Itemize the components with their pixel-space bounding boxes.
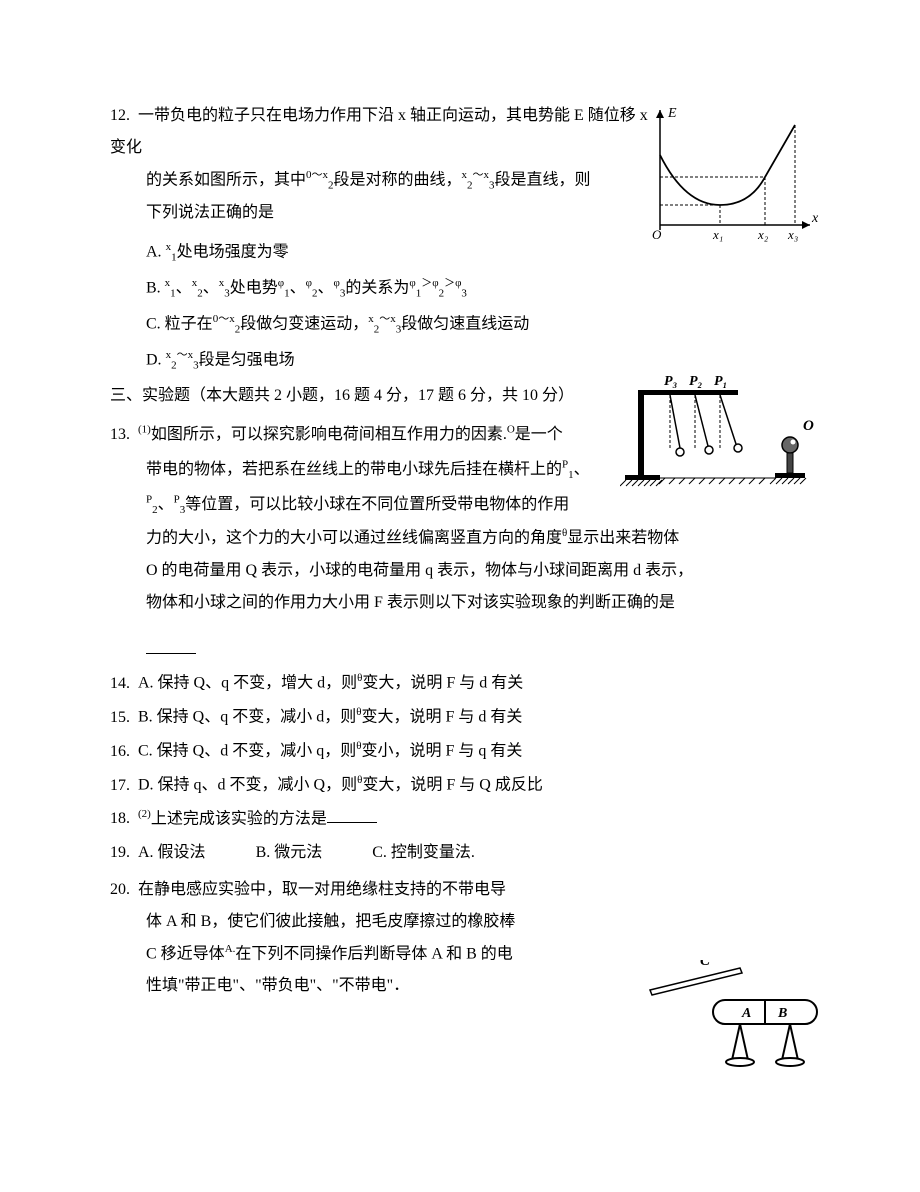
q19: 19. A. 假设法 B. 微元法 C. 控制变量法.	[110, 840, 820, 866]
svg-text:B: B	[777, 1006, 787, 1021]
q14: 14.A. 保持 Q、q 不变，增大 d，则θ变大，说明 F 与 d 有关	[110, 670, 820, 696]
q12-option-b: B. x1、x2、x3处电势φ1、φ2、φ3的关系为φ1＞φ2＞φ3	[110, 275, 820, 303]
q12-stem-l3: 下列说法正确的是	[146, 204, 274, 221]
svg-text:A: A	[741, 1006, 751, 1021]
q13-blank	[146, 640, 196, 654]
q19-option-c: C. 控制变量法.	[372, 840, 475, 866]
q12-num: 12.	[110, 100, 138, 132]
q19-option-b: B. 微元法	[256, 840, 323, 866]
q12-option-a: A. x1处电场强度为零	[110, 239, 820, 267]
q12-stem-l1: 一带负电的粒子只在电场力作用下沿 x 轴正向运动，其电势能 E 随位移 x 变化	[110, 107, 648, 156]
q15: 15.B. 保持 Q、q 不变，减小 d，则θ变大，说明 F 与 d 有关	[110, 704, 820, 730]
q20: 20.在静电感应实验中，取一对用绝缘柱支持的不带电导 体 A 和 B，使它们彼此…	[110, 874, 820, 1002]
q13-num: 13.	[110, 417, 138, 452]
q17: 17.D. 保持 q、d 不变，减小 Q，则θ变大，说明 F 与 Q 成反比	[110, 772, 820, 798]
q16: 16.C. 保持 Q、d 不变，减小 q，则θ变小，说明 F 与 q 有关	[110, 738, 820, 764]
q18-blank	[327, 809, 377, 823]
q12-option-c: C. 粒子在0～x2段做匀变速运动，x2～x3段做匀速直线运动	[110, 311, 820, 339]
q18: 18.(2)上述完成该实验的方法是	[110, 806, 820, 832]
q12-option-d: D. x2～x3段是匀强电场	[110, 347, 820, 375]
q19-option-a: A. 假设法	[138, 840, 206, 866]
q13: 13.(1)如图所示，可以探究影响电荷间相互作用力的因素.O是一个 带电的物体，…	[110, 417, 820, 663]
section3-title: 三、实验题（本大题共 2 小题，16 题 4 分，17 题 6 分，共 10 分…	[110, 383, 820, 409]
q12-stem-l2a: 的关系如图所示，其中	[146, 171, 306, 188]
q12: 12.一带负电的粒子只在电场力作用下沿 x 轴正向运动，其电势能 E 随位移 x…	[110, 100, 820, 375]
